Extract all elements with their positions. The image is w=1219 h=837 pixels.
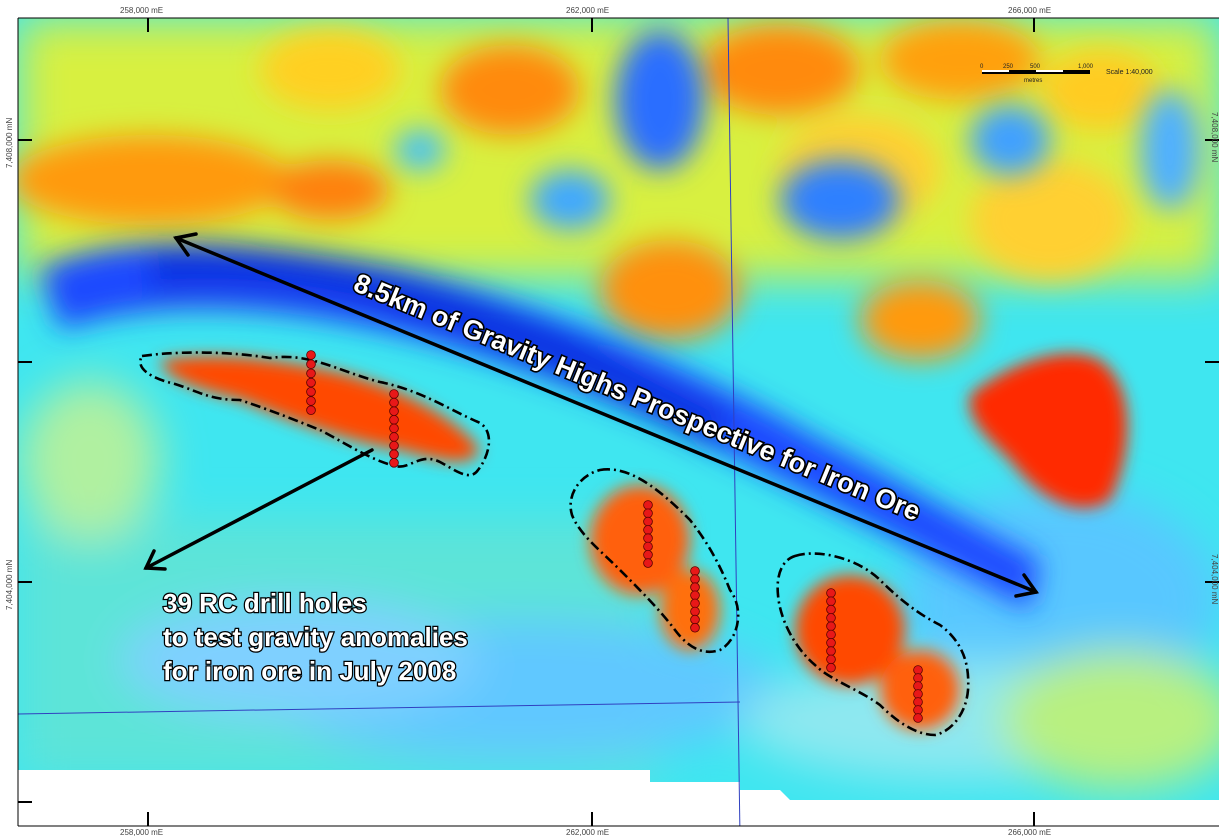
scale-tick-1000: 1,000 bbox=[1078, 64, 1094, 70]
trend-arrow-head-se bbox=[1014, 573, 1039, 598]
grid-bottom-3: 266,000 mE bbox=[1008, 828, 1051, 837]
drill-hole bbox=[306, 350, 316, 360]
drill-hole bbox=[643, 558, 653, 568]
drill-hole bbox=[643, 508, 653, 519]
grid-labels: 258,000 mE 262,000 mE 266,000 mE 258,000… bbox=[5, 6, 1219, 837]
gravity-raster bbox=[18, 18, 1219, 800]
drill-hole bbox=[826, 646, 836, 656]
drill-hole bbox=[690, 606, 700, 617]
drill-hole bbox=[306, 386, 316, 397]
drill-hole bbox=[306, 396, 316, 406]
drill-note-line-2: to test gravity anomalies bbox=[163, 622, 468, 652]
drill-hole bbox=[389, 423, 399, 434]
grid-top-3: 266,000 mE bbox=[1008, 6, 1051, 15]
drill-hole bbox=[913, 681, 923, 691]
grid-left-1: 7,408,000 mN bbox=[5, 118, 14, 168]
trend-arrow-head-nw bbox=[173, 232, 198, 257]
drill-note: 39 RC drill holes to test gravity anomal… bbox=[162, 587, 469, 688]
drill-hole bbox=[826, 588, 836, 598]
drill-hole bbox=[913, 697, 923, 707]
grid-bottom-1: 258,000 mE bbox=[120, 828, 163, 837]
drill-hole bbox=[913, 673, 923, 683]
drill-hole bbox=[826, 629, 836, 640]
drill-hole bbox=[690, 582, 700, 592]
drill-holes bbox=[306, 350, 923, 723]
drill-hole bbox=[913, 665, 923, 675]
drill-hole bbox=[690, 622, 700, 633]
drill-pointer-arrow bbox=[144, 448, 374, 570]
drill-hole bbox=[389, 449, 399, 460]
grid-top-2: 262,000 mE bbox=[566, 6, 609, 15]
drill-hole bbox=[690, 566, 700, 576]
drill-hole bbox=[389, 432, 399, 442]
scale-bar: 0 250 500 1,000 metres Scale 1:40,000 bbox=[980, 64, 1153, 84]
drill-hole bbox=[690, 574, 700, 584]
drill-hole bbox=[643, 525, 653, 535]
anomaly-outlines bbox=[139, 351, 970, 737]
scale-tick-0: 0 bbox=[980, 64, 984, 70]
drill-hole bbox=[690, 614, 700, 625]
scale-unit: metres bbox=[1024, 78, 1042, 84]
drill-hole bbox=[389, 457, 399, 468]
drill-hole bbox=[643, 516, 653, 527]
drill-hole bbox=[690, 590, 700, 601]
drill-hole bbox=[306, 368, 316, 379]
grid-right-1: 7,408,000 mN bbox=[1210, 112, 1219, 162]
drill-note-line-1: 39 RC drill holes bbox=[163, 588, 367, 618]
drill-hole bbox=[389, 414, 399, 425]
drill-hole bbox=[913, 689, 923, 699]
drill-hole bbox=[826, 596, 836, 607]
drill-note-line-3: for iron ore in July 2008 bbox=[163, 656, 456, 686]
grid-right-2: 7,404,000 mN bbox=[1210, 554, 1219, 604]
drill-hole bbox=[306, 359, 316, 370]
drill-hole bbox=[826, 613, 836, 623]
drill-hole bbox=[826, 604, 836, 615]
drill-hole bbox=[643, 549, 653, 560]
drill-hole bbox=[389, 406, 399, 417]
drill-pointer-arrow-head bbox=[143, 549, 167, 571]
grid-top-1: 258,000 mE bbox=[120, 6, 163, 15]
scale-tick-500: 500 bbox=[1030, 64, 1041, 70]
scale-label: Scale 1:40,000 bbox=[1106, 69, 1153, 76]
grid-left-2: 7,404,000 mN bbox=[5, 560, 14, 610]
drill-hole bbox=[913, 705, 923, 715]
drill-hole bbox=[643, 541, 653, 552]
tenement-boundary bbox=[17, 17, 741, 837]
drill-hole bbox=[826, 621, 836, 631]
anomaly-outline-east bbox=[776, 552, 970, 737]
trend-arrow bbox=[174, 236, 1038, 594]
drill-hole bbox=[643, 500, 653, 510]
scale-tick-250: 250 bbox=[1003, 64, 1014, 70]
drill-hole bbox=[389, 389, 399, 399]
drill-hole bbox=[826, 637, 836, 648]
drill-hole bbox=[690, 598, 700, 609]
drill-hole bbox=[826, 662, 836, 673]
anomaly-outline-central bbox=[569, 468, 740, 654]
grid-bottom-2: 262,000 mE bbox=[566, 828, 609, 837]
drill-hole bbox=[643, 533, 653, 543]
drill-hole bbox=[389, 397, 399, 408]
drill-hole bbox=[913, 713, 923, 723]
drill-hole bbox=[389, 440, 399, 451]
drill-hole bbox=[826, 654, 836, 665]
drill-hole bbox=[306, 405, 316, 416]
annotation-arrows bbox=[143, 232, 1039, 598]
drill-hole bbox=[306, 377, 316, 388]
anomaly-outline-west bbox=[139, 351, 491, 477]
